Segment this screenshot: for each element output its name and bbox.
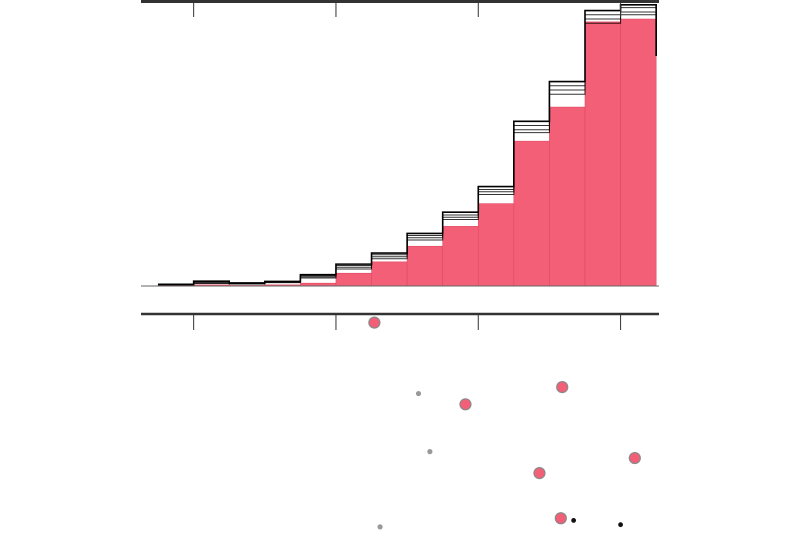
scatter-point-pink bbox=[628, 451, 641, 465]
histogram-bar bbox=[584, 21, 621, 287]
scatter-point-pink bbox=[533, 467, 546, 480]
histogram-plot-area bbox=[157, 4, 657, 287]
scatter-point-black bbox=[618, 522, 623, 528]
histogram-bar bbox=[513, 140, 550, 287]
scatter-point-gray bbox=[377, 524, 383, 530]
scatter-point-pink bbox=[554, 512, 567, 525]
histogram-bar bbox=[442, 226, 479, 287]
scatter-point-black bbox=[571, 518, 577, 523]
histogram-panel bbox=[141, 0, 659, 287]
histogram-bar bbox=[477, 203, 515, 287]
scatter-panel bbox=[141, 312, 659, 530]
histogram-bar bbox=[549, 106, 586, 287]
scatter-point-gray bbox=[427, 449, 433, 455]
scatter-point-pink bbox=[368, 316, 381, 329]
scatter-point-pink bbox=[459, 398, 472, 411]
scatter-point-gray bbox=[415, 390, 422, 397]
histogram-step-line bbox=[158, 14, 657, 286]
histogram-bar bbox=[371, 261, 408, 287]
scatter-point-pink bbox=[556, 381, 569, 394]
histogram-bar bbox=[335, 272, 372, 287]
histogram-bar bbox=[406, 245, 443, 287]
histogram-bar bbox=[620, 18, 657, 287]
